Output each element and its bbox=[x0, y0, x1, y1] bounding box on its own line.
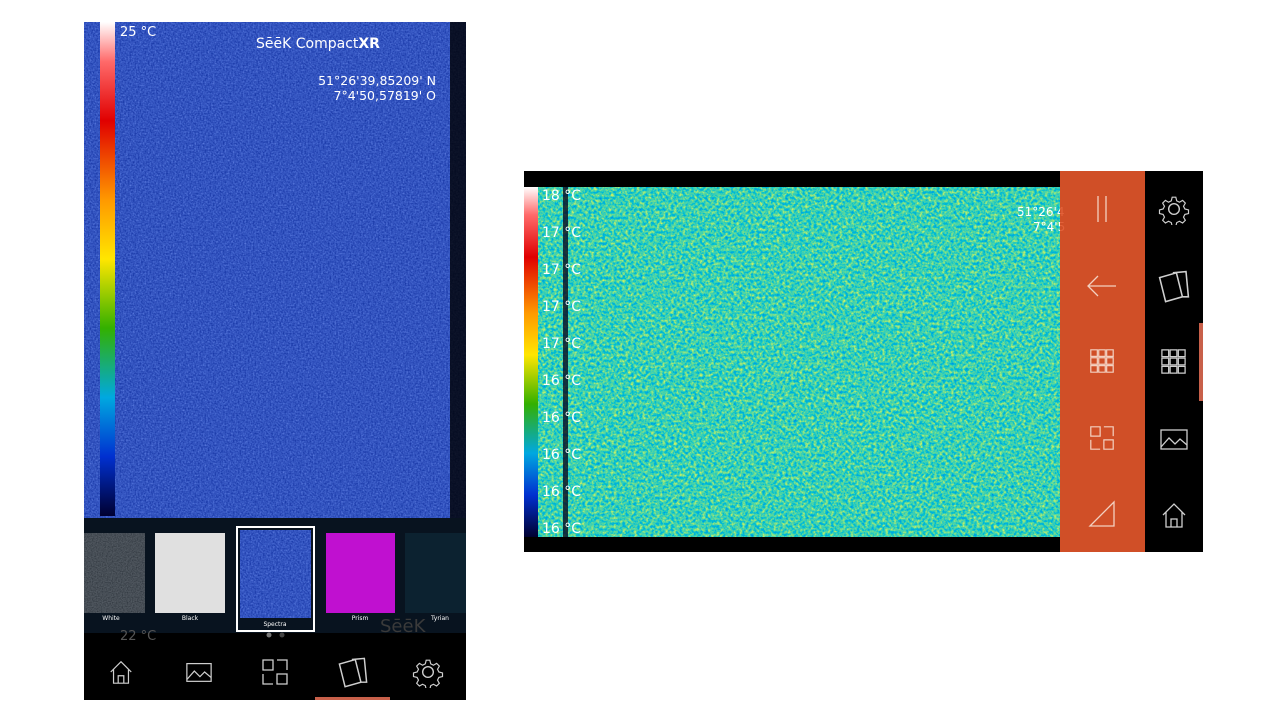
scale-label: 17 °C bbox=[542, 225, 581, 241]
page-dot bbox=[279, 632, 285, 638]
edge-line bbox=[563, 187, 568, 537]
back-button[interactable] bbox=[1087, 275, 1116, 297]
longitude: 7°4'50,57819' O bbox=[334, 88, 437, 103]
palette-black-thumb[interactable] bbox=[155, 533, 225, 613]
measure-button[interactable] bbox=[1088, 500, 1115, 527]
palette-spectra-thumb[interactable] bbox=[240, 530, 311, 618]
color-scale bbox=[524, 187, 538, 537]
palette-label: Tyrian bbox=[430, 615, 449, 622]
scale-label: 16 °C bbox=[542, 521, 581, 537]
longitude: 7°4'5 bbox=[1033, 220, 1065, 234]
max-temp: 25 °C bbox=[120, 25, 156, 40]
scale-label: 17 °C bbox=[542, 262, 581, 278]
edge bbox=[450, 22, 466, 518]
scale-label: 16 °C bbox=[542, 484, 581, 500]
latitude: 51°26'4 bbox=[1017, 205, 1064, 219]
watermark: SēēK bbox=[380, 616, 427, 637]
scale-label: 16 °C bbox=[542, 447, 581, 463]
palette-label: White bbox=[102, 615, 120, 622]
thermal-image bbox=[84, 22, 466, 518]
latitude: 51°26'39,85209' N bbox=[318, 73, 436, 88]
palette-selected bbox=[236, 526, 315, 632]
palette-white-thumb[interactable] bbox=[84, 533, 145, 613]
palette-label: Spectra bbox=[263, 621, 286, 628]
palette-prism-thumb[interactable] bbox=[326, 533, 395, 613]
active-indicator bbox=[1199, 323, 1203, 401]
brand: SēēK CompactXR bbox=[256, 36, 380, 52]
active-indicator bbox=[315, 697, 390, 700]
thermal-image bbox=[538, 187, 1060, 537]
color-scale bbox=[100, 22, 115, 516]
action-panel bbox=[1060, 171, 1145, 552]
right-screen: 18 °C 17 °C 17 °C 17 °C 17 °C 16 °C 16 °C 16 °C… bbox=[524, 171, 1203, 552]
left-screen: 25 °C SēēK CompactXR 51°26'39,85209' N 7… bbox=[84, 22, 466, 700]
scale-label: 16 °C bbox=[542, 373, 581, 389]
brand-name: SēēK Compact bbox=[256, 36, 359, 52]
brand-model: XR bbox=[358, 36, 380, 52]
scale-label: 17 °C bbox=[542, 336, 581, 352]
page-dot bbox=[266, 632, 272, 638]
scale-label: 18 °C bbox=[542, 188, 581, 204]
min-temp: 22 °C bbox=[120, 629, 156, 644]
scale-label: 17 °C bbox=[542, 299, 581, 315]
palette-tyrian-thumb[interactable] bbox=[405, 533, 466, 613]
pause-button[interactable] bbox=[1097, 196, 1107, 222]
palette-label: Black bbox=[182, 615, 199, 622]
scale-label: 16 °C bbox=[542, 410, 581, 426]
palette-label: Prism bbox=[352, 615, 369, 622]
